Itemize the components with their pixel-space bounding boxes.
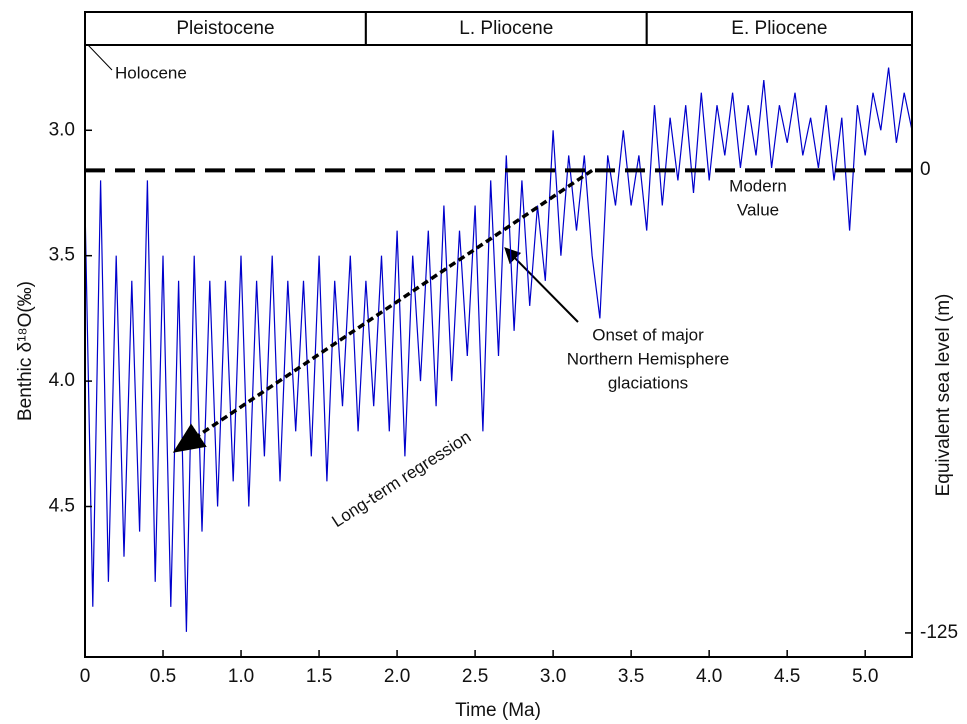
epoch-label: Pleistocene <box>176 18 274 39</box>
x-tick-label: 5.0 <box>852 666 878 687</box>
epoch-label: L. Pliocene <box>459 18 553 39</box>
x-tick-label: 1.5 <box>306 666 332 687</box>
x-tick-label: 4.5 <box>774 666 800 687</box>
plot-frame <box>84 44 913 658</box>
onset-arrow <box>504 247 579 323</box>
y2-axis-label: Equivalent sea level (m) <box>933 294 954 497</box>
x-tick-label: 4.0 <box>696 666 722 687</box>
holocene-leader <box>87 44 113 71</box>
epoch-label: E. Pliocene <box>731 18 827 39</box>
onset-label: Onset of major <box>592 325 704 344</box>
data-line <box>84 67 913 632</box>
x-tick-label: 3.5 <box>618 666 644 687</box>
y2-tick-label: -125 <box>920 622 958 643</box>
y-tick-label: 4.0 <box>49 370 75 391</box>
epoch-box <box>364 11 648 46</box>
x-tick-label: 2.5 <box>462 666 488 687</box>
onset-label: glaciations <box>608 373 688 392</box>
x-tick-label: 2.0 <box>384 666 410 687</box>
x-axis-label: Time (Ma) <box>455 700 541 721</box>
y-tick-label: 4.5 <box>49 496 75 517</box>
y2-tick-label: 0 <box>920 159 931 180</box>
y-tick-label: 3.0 <box>49 119 75 140</box>
onset-label: Northern Hemisphere <box>567 349 730 368</box>
x-tick-label: 0.5 <box>150 666 176 687</box>
y-tick-label: 3.5 <box>49 245 75 266</box>
holocene-label: Holocene <box>115 63 187 82</box>
regression-label: Long-term regression <box>329 427 475 531</box>
modern-label: Modern <box>729 176 787 195</box>
x-tick-label: 3.0 <box>540 666 566 687</box>
modern-label: Value <box>737 200 779 219</box>
x-tick-label: 0 <box>80 666 91 687</box>
regression-arrow <box>172 168 594 453</box>
x-tick-label: 1.0 <box>228 666 254 687</box>
y-axis-label: Benthic δ¹⁸O(‰) <box>15 281 36 421</box>
